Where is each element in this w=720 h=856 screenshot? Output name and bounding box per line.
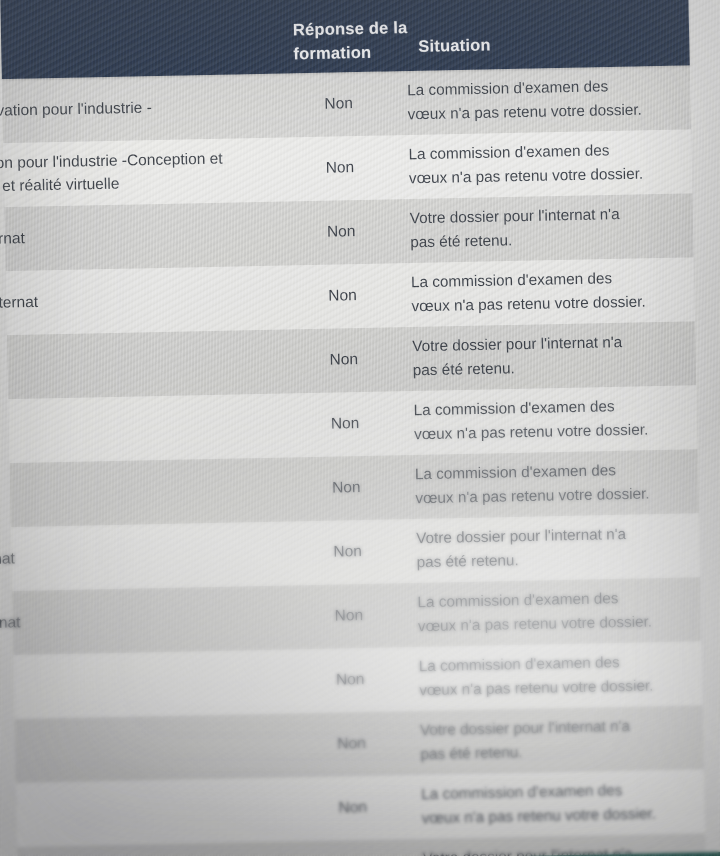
cell-reponse: Non	[338, 798, 368, 817]
column-header-situation: Situation	[418, 36, 491, 56]
cell-situation: La commission d'examen des vœux n'a pas …	[418, 654, 654, 699]
cell-formation: vation pour l'industrie -Conception et q…	[0, 150, 223, 196]
cell-formation	[0, 362, 276, 368]
cell-formation	[0, 682, 282, 688]
cell-formation: internat	[0, 230, 25, 249]
cell-situation: La commission d'examen des vœux n'a pas …	[413, 398, 649, 443]
cell-reponse: Non	[333, 543, 363, 561]
cell-situation: La commission d'examen des vœux n'a pas …	[407, 78, 642, 124]
cell-reponse: Non	[328, 287, 357, 305]
cell-formation: s internat	[0, 293, 39, 312]
cell-formation	[0, 490, 278, 496]
cell-situation: Votre dossier pour l'internat n'a pas ét…	[416, 526, 627, 571]
cell-reponse: Non	[324, 95, 354, 113]
cell-formation	[0, 426, 277, 432]
cell-formation: ernat	[0, 550, 16, 569]
column-header-reponse: Réponse de la formation	[292, 19, 408, 64]
cell-reponse: Non	[329, 351, 359, 369]
cell-formation: nnovation pour l'industrie -	[0, 99, 152, 121]
cell-reponse: Non	[337, 735, 366, 753]
cell-situation: La commission d'examen des vœux n'a pas …	[417, 590, 653, 635]
table-body: nnovation pour l'industrie - Non La commis…	[0, 65, 707, 856]
cell-situation: Votre dossier pour l'internat n'a pas ét…	[412, 334, 623, 379]
cell-situation: La commission d'examen des vœux n'a pas …	[421, 782, 657, 827]
cell-reponse: Non	[331, 479, 361, 497]
cell-reponse: Non	[325, 159, 355, 177]
cell-situation: Votre dossier pour l'internat n'a pas ét…	[409, 206, 620, 252]
cell-situation: La commission d'examen des vœux n'a pas …	[408, 142, 644, 188]
cell-situation: Votre dossier pour l'internat n'a pas ét…	[419, 718, 631, 763]
cell-formation	[0, 746, 283, 752]
cell-situation: La commission d'examen des vœux n'a pas …	[414, 462, 650, 507]
cell-reponse: Non	[326, 223, 356, 241]
cell-situation: La commission d'examen des vœux n'a pas …	[410, 270, 646, 316]
cell-formation	[0, 810, 285, 816]
cell-reponse: Non	[330, 415, 360, 433]
cell-formation: ternat	[0, 614, 21, 633]
cell-reponse: Non	[335, 671, 365, 689]
cell-reponse: Non	[334, 607, 364, 625]
